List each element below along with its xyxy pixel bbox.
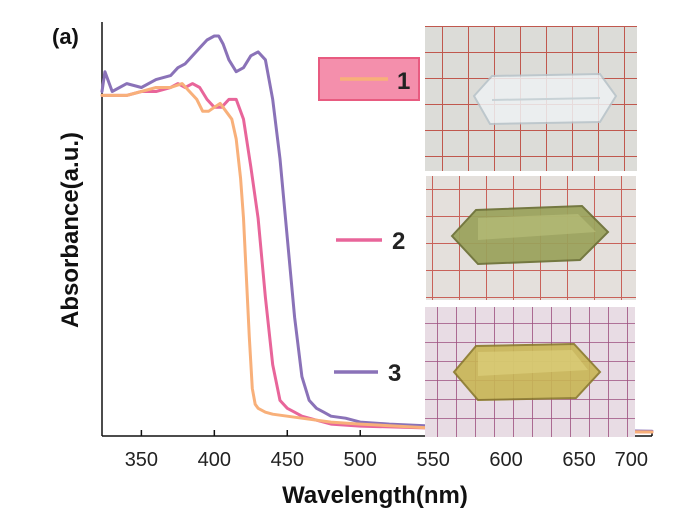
x-tick-group: 350 400 450 500 550 600 650 700 (125, 430, 653, 471)
x-tick-label-450: 450 (271, 449, 304, 471)
legend-label-2: 2 (392, 228, 405, 255)
series-line-1 (100, 82, 654, 434)
legend-label-3: 3 (388, 360, 401, 387)
x-axis-title: Wavelength(nm) (282, 482, 468, 509)
crystal-photo-2 (426, 176, 636, 300)
legend-item-2: 2 (336, 228, 405, 255)
x-tick-label-650: 650 (562, 449, 595, 471)
x-tick-label-550: 550 (416, 449, 449, 471)
crystal-photo-3 (425, 307, 635, 437)
legend-item-1: 1 (318, 57, 420, 101)
panel-label: (a) (52, 24, 79, 49)
series-line-3 (100, 34, 654, 433)
legend-label-1: 1 (397, 68, 410, 95)
y-axis-title: Absorbance(a.u.) (57, 132, 84, 328)
spectra-curves (100, 34, 654, 434)
x-tick-label-400: 400 (198, 449, 231, 471)
x-tick-label-350: 350 (125, 449, 158, 471)
legend: 1 2 3 (318, 57, 420, 387)
x-tick-label-700: 700 (615, 449, 648, 471)
legend-item-3: 3 (334, 360, 401, 387)
x-tick-label-500: 500 (344, 449, 377, 471)
crystal-photo-1 (425, 26, 637, 171)
x-tick-label-600: 600 (489, 449, 522, 471)
